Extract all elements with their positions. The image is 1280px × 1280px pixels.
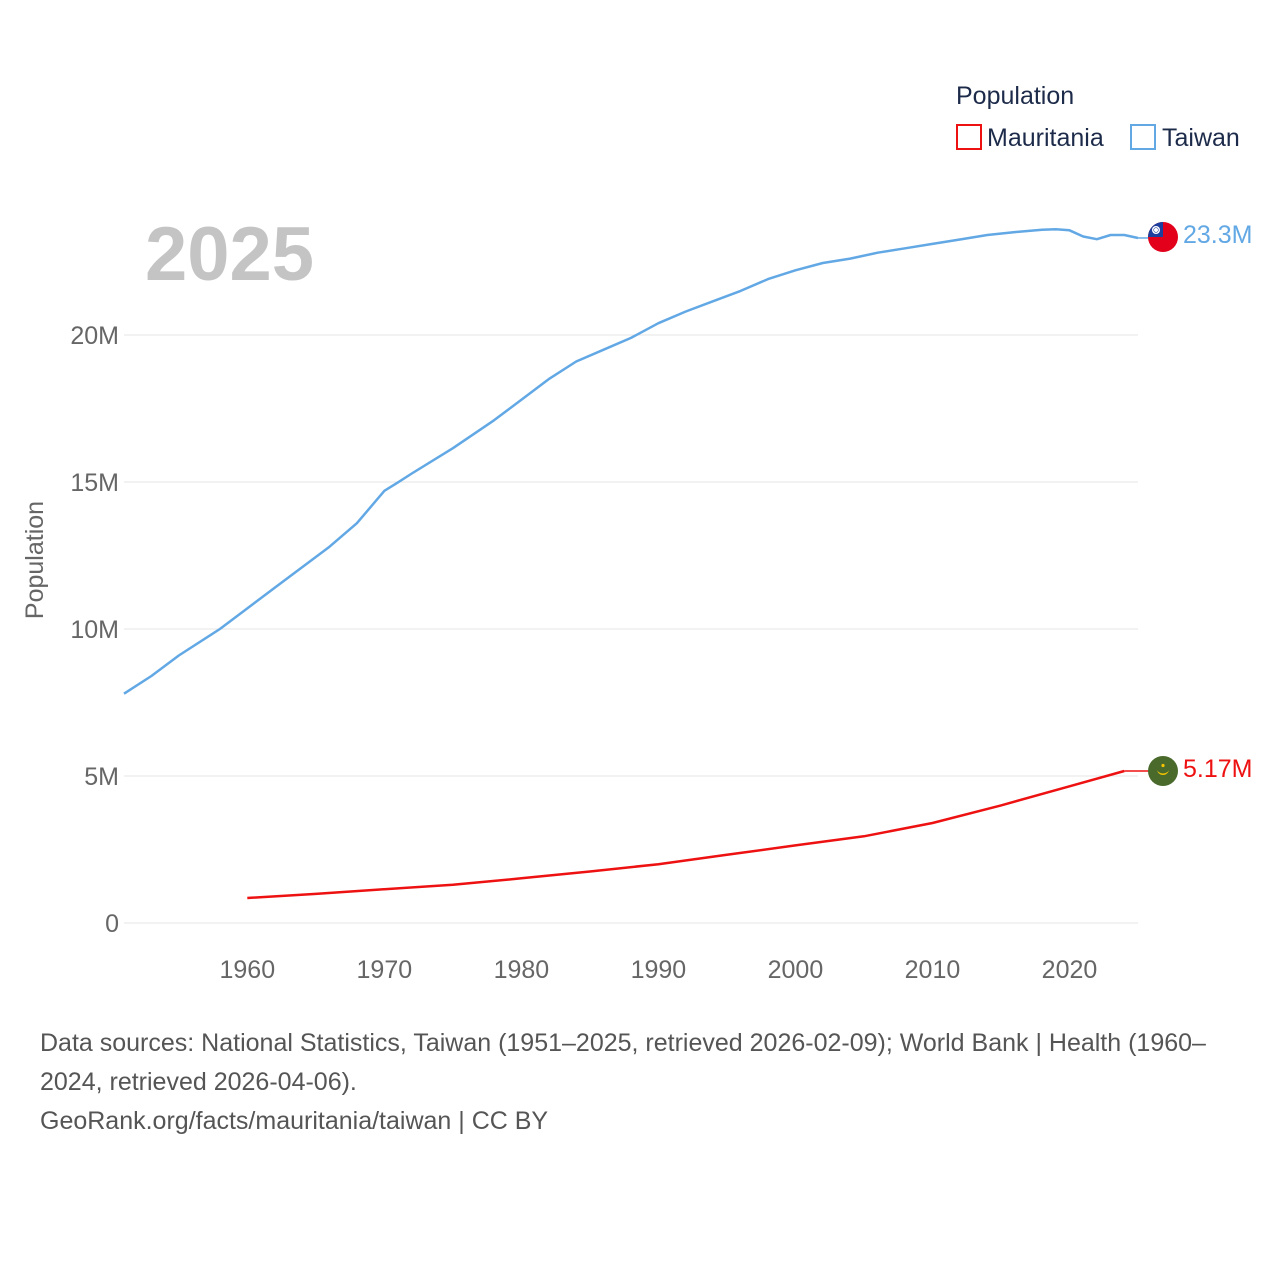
source-link[interactable]: GeoRank.org/facts/mauritania/taiwan | CC… [40, 1107, 549, 1135]
legend-swatch-mauritania [956, 124, 982, 150]
y-tick-label: 10M [70, 616, 119, 644]
legend-label-mauritania: Mauritania [987, 124, 1104, 152]
x-tick-label: 2000 [768, 956, 824, 984]
population-chart: 0 5M 10M 15M 20M 1960 1970 1980 1990 2000 2010 202… [21, 82, 1252, 984]
taiwan-end-marker: 23.3M [1138, 221, 1252, 252]
x-tick-label: 1990 [631, 956, 687, 984]
x-tick-label: 1960 [220, 956, 276, 984]
legend-label-taiwan: Taiwan [1162, 124, 1240, 152]
footer: Data sources: National Statistics, Taiwa… [40, 1024, 1250, 1141]
legend-item-mauritania[interactable]: Mauritania [956, 124, 1104, 152]
gridlines [124, 334, 1138, 924]
legend: Population Mauritania Taiwan [956, 82, 1240, 152]
x-tick-label: 1980 [494, 956, 550, 984]
mauritania-flag-icon [1148, 756, 1178, 786]
x-axis-ticks: 1960 1970 1980 1990 2000 2010 2020 [220, 956, 1098, 984]
series-line-mauritania[interactable] [247, 769, 1125, 900]
series-line-taiwan[interactable] [123, 227, 1139, 695]
y-tick-label: 0 [105, 910, 119, 938]
data-sources-line-2: 2024, retrieved 2026-04-06). [40, 1068, 357, 1096]
legend-swatch-taiwan [1130, 124, 1156, 150]
y-axis-ticks: 0 5M 10M 15M 20M [70, 322, 119, 938]
x-tick-label: 2010 [905, 956, 961, 984]
x-tick-label: 1970 [357, 956, 413, 984]
x-tick-label: 2020 [1042, 956, 1098, 984]
mauritania-end-label: 5.17M [1183, 755, 1252, 783]
year-label: 2025 [145, 212, 314, 297]
legend-title: Population [956, 82, 1074, 110]
taiwan-flag-icon [1148, 222, 1178, 252]
y-tick-label: 5M [84, 763, 119, 791]
taiwan-end-label: 23.3M [1183, 221, 1252, 249]
y-axis-label: Population [21, 501, 49, 619]
y-tick-label: 15M [70, 469, 119, 497]
mauritania-end-marker: 5.17M [1124, 755, 1252, 786]
y-tick-label: 20M [70, 322, 119, 350]
data-sources-line-1: Data sources: National Statistics, Taiwa… [40, 1029, 1206, 1057]
series [123, 227, 1139, 900]
legend-item-taiwan[interactable]: Taiwan [1130, 124, 1240, 152]
